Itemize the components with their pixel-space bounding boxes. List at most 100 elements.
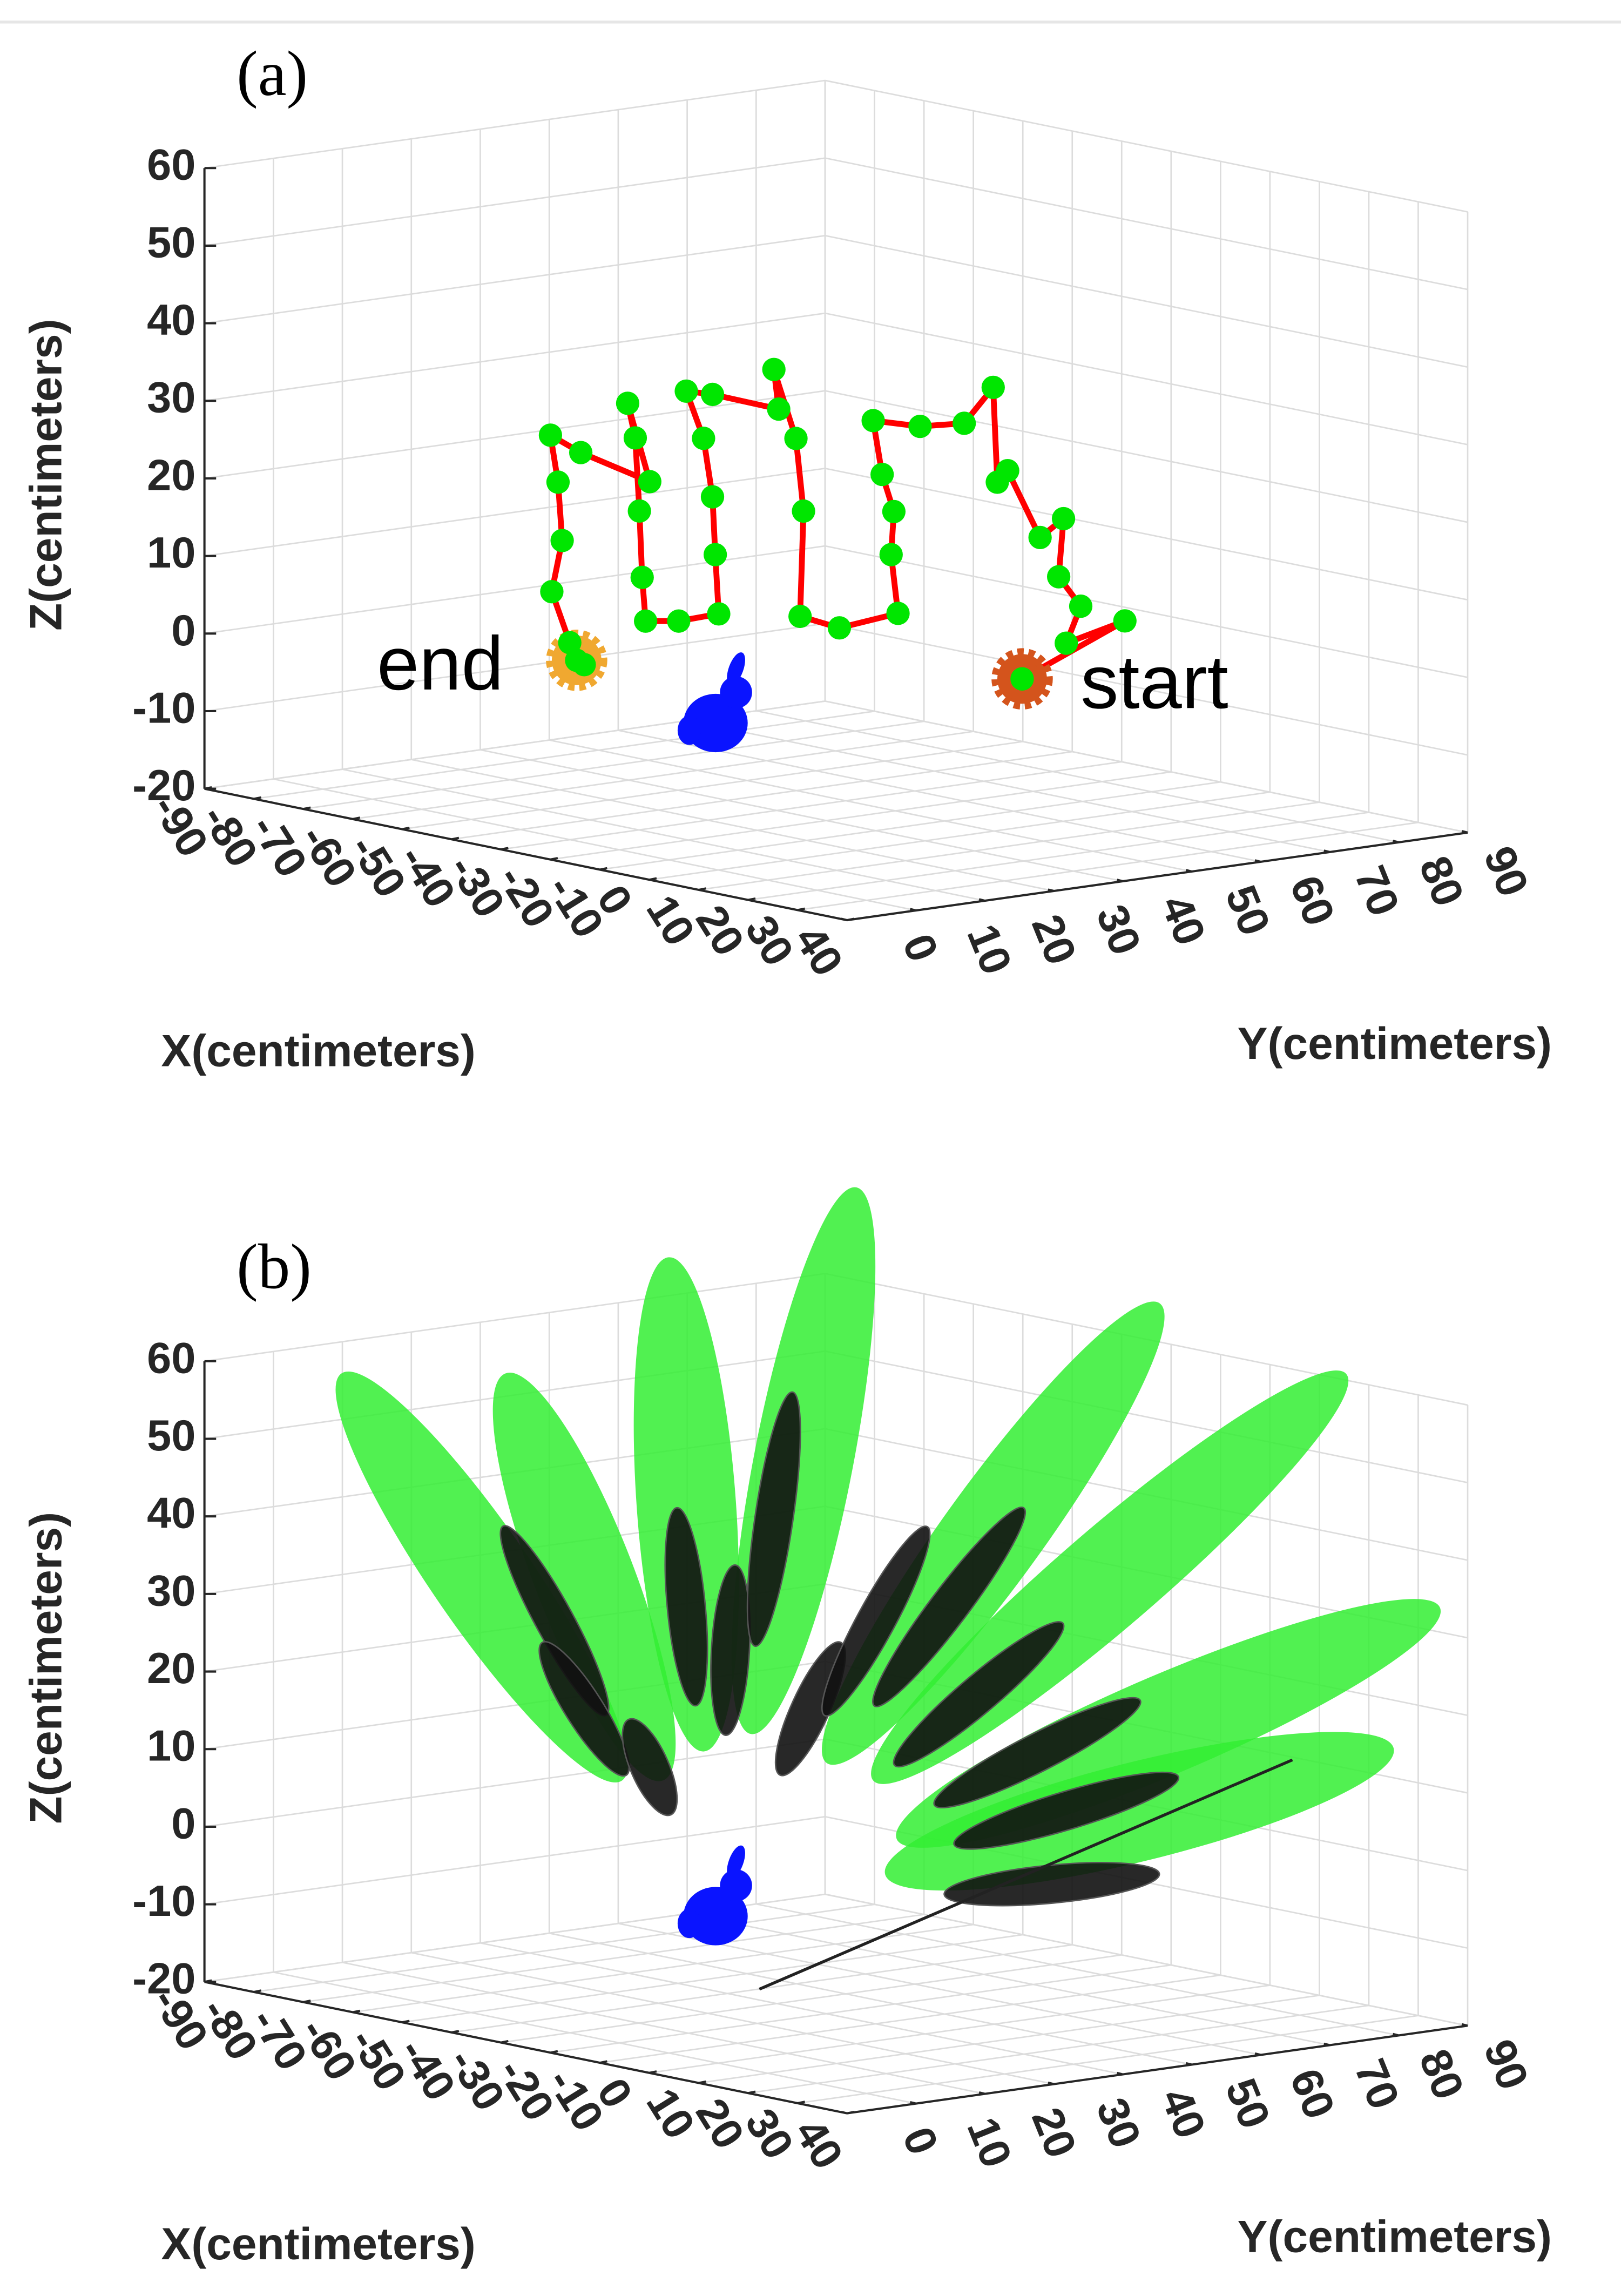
grid-line [342, 768, 985, 902]
z-tick-label: -20 [132, 761, 195, 810]
ellipsoid [746, 1391, 801, 1647]
waypoint [870, 462, 894, 487]
z-tick-label: 40 [147, 296, 195, 345]
grid-line [649, 791, 1271, 881]
y-tick-label: 60 [1280, 869, 1343, 932]
waypoint [630, 565, 654, 589]
grid-line [411, 1951, 1055, 2085]
waypoint [861, 409, 885, 433]
end-label: end [377, 621, 504, 706]
x-axis [204, 787, 848, 922]
waypoint [792, 499, 815, 523]
tick-mark [253, 1989, 262, 1993]
grid-line [253, 710, 875, 800]
tick-mark [1048, 2081, 1055, 2085]
grid-line [748, 2004, 1369, 2094]
waypoint [767, 397, 791, 421]
sample-cloud [896, 1599, 1441, 1848]
y-tick-label: 50 [1216, 2072, 1279, 2135]
tick-mark [599, 2060, 607, 2064]
y-axis-label: Y(centimeters) [1238, 2211, 1552, 2262]
grid-line [825, 157, 1468, 291]
tick-mark [303, 806, 311, 811]
grid-line [402, 740, 1023, 830]
grid-line [204, 1738, 826, 1828]
grid-line [549, 1932, 1192, 2065]
tick-mark [847, 917, 855, 922]
grid-line [204, 623, 826, 712]
z-tick-label: 30 [147, 374, 195, 422]
grid-line [825, 1893, 1468, 2027]
grid-line [204, 157, 826, 247]
grid-line [342, 1961, 985, 2095]
x-tick-label: 0 [587, 2070, 641, 2117]
waypoint [1046, 565, 1071, 589]
tick-mark [1393, 840, 1399, 843]
z-tick-label: -20 [132, 1955, 195, 2003]
grid-line [480, 1942, 1123, 2075]
tick-mark [797, 907, 805, 911]
waypoint [981, 375, 1005, 400]
grid-line [825, 700, 1468, 834]
y-tick-label: 90 [1474, 2033, 1537, 2096]
grid-line [825, 79, 1468, 213]
waypoint [879, 543, 903, 566]
grid-line [825, 312, 1468, 445]
tick-mark [910, 908, 916, 912]
ellipsoid [710, 1564, 751, 1736]
y-axis [847, 2024, 1468, 2115]
tick-mark [451, 2030, 460, 2034]
grid-line [748, 812, 1369, 901]
tick-mark [1323, 849, 1330, 853]
z-tick-label: 60 [147, 141, 195, 190]
x-tick-label: 0 [587, 877, 641, 923]
grid-line [550, 771, 1171, 861]
grid-line [253, 1903, 875, 1993]
grid-line [204, 79, 826, 169]
waypoint [569, 441, 593, 464]
y-tick-label: 70 [1345, 859, 1408, 922]
z-tick-label: 20 [147, 1644, 195, 1693]
grid-line [303, 720, 924, 810]
panel-a: -20-100102030405060-90-80-70-60-50-40-30… [21, 38, 1552, 1076]
grid-line [480, 749, 1123, 882]
grid-line [599, 781, 1221, 870]
ellipsoid [538, 1640, 630, 1777]
tick-mark [352, 2009, 361, 2014]
grid-line [303, 1914, 924, 2003]
x-axis-label: X(centimeters) [161, 2218, 475, 2269]
sample-cloud [492, 1373, 676, 1781]
tick-mark [1393, 2032, 1399, 2037]
z-tick-label: 60 [147, 1334, 195, 1382]
z-axis-label: Z(centimeters) [21, 319, 71, 631]
waypoint [692, 427, 715, 450]
grid-line [825, 390, 1468, 523]
waypoint [550, 529, 574, 552]
grid-line [825, 235, 1468, 368]
y-tick-label: 80 [1410, 2043, 1473, 2106]
tick-mark [204, 1979, 212, 1983]
tick-mark [649, 877, 657, 881]
tick-mark [204, 786, 212, 790]
panel-label: (a) [237, 38, 308, 109]
waypoint [623, 426, 647, 450]
grid-line [549, 739, 1192, 873]
waypoint [886, 602, 910, 625]
waypoint [703, 543, 727, 566]
grid-line [451, 751, 1072, 840]
ray-line [759, 1758, 1293, 1991]
grid-line [204, 468, 826, 557]
tick-mark [1048, 888, 1055, 892]
grid-line [756, 1903, 1399, 2036]
waypoint [540, 580, 564, 604]
tick-mark [797, 2101, 805, 2104]
x-axis-label: X(centimeters) [161, 1025, 475, 1076]
waypoint [572, 653, 596, 677]
waypoint [616, 391, 640, 415]
tick-mark [1254, 859, 1261, 863]
tick-mark [1254, 2052, 1261, 2056]
tick-mark [1117, 2071, 1123, 2076]
tick-mark [1461, 830, 1468, 834]
z-tick-label: 20 [147, 451, 195, 499]
tick-mark [303, 2000, 311, 2003]
